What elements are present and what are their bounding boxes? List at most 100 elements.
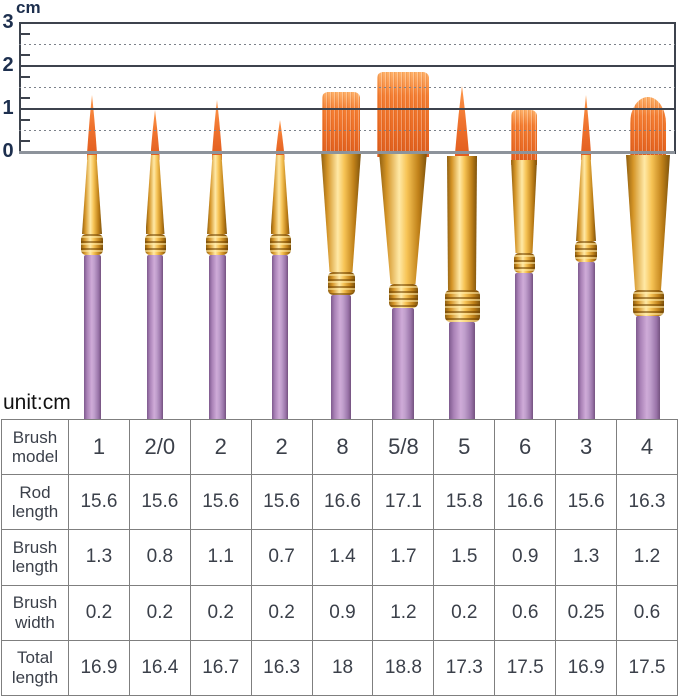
ferrule-crimp bbox=[575, 241, 597, 262]
handle bbox=[147, 255, 163, 420]
cell-brush-width-8: 0.6 bbox=[494, 584, 557, 641]
ruler-dashed-line-1.5cm bbox=[19, 87, 675, 88]
cell-total-length-9: 16.9 bbox=[555, 639, 618, 697]
ruler-unit-label: cm bbox=[16, 0, 41, 17]
ruler-quarter-tick bbox=[21, 54, 30, 56]
cell-brush-length-2: 0.8 bbox=[128, 529, 191, 586]
cell-model-1: 1 bbox=[68, 418, 130, 476]
ruler-line-1cm bbox=[19, 108, 675, 110]
cell-brush-length-10: 1.2 bbox=[616, 529, 678, 586]
bristle-tip bbox=[87, 95, 97, 160]
bristle-tip bbox=[581, 95, 591, 160]
ruler-quarter-tick bbox=[21, 140, 30, 142]
cell-brush-length-9: 1.3 bbox=[555, 529, 618, 586]
cell-brush-length-8: 0.9 bbox=[494, 529, 557, 586]
ferrule-crimp bbox=[327, 272, 355, 295]
cell-rod-length-4: 15.6 bbox=[250, 474, 313, 531]
bristle-tip bbox=[377, 72, 429, 157]
ferrule bbox=[626, 155, 670, 290]
cell-brush-width-1: 0.2 bbox=[68, 584, 130, 641]
brush-2-model-2-0 bbox=[144, 110, 166, 420]
spec-table: Brush model 1 2/0 2 2 8 5/8 5 6 3 4 Rod length 15.6 1… bbox=[1, 418, 678, 697]
handle bbox=[331, 295, 351, 420]
handle bbox=[272, 255, 288, 420]
cell-brush-length-7: 1.5 bbox=[433, 529, 496, 586]
brush-9-model-3 bbox=[575, 95, 597, 420]
cell-rod-length-5: 16.6 bbox=[311, 474, 374, 531]
ferrule bbox=[379, 152, 427, 284]
ruler-tick-label-0: 0 bbox=[2, 140, 14, 162]
cell-brush-width-4: 0.2 bbox=[250, 584, 313, 641]
ruler-baseline-0cm bbox=[19, 151, 675, 154]
cell-brush-width-2: 0.2 bbox=[128, 584, 191, 641]
cell-total-length-1: 16.9 bbox=[68, 639, 130, 697]
handle bbox=[392, 308, 414, 420]
cell-rod-length-1: 15.6 bbox=[68, 474, 130, 531]
cell-brush-length-1: 1.3 bbox=[68, 529, 130, 586]
brush-8-model-6 bbox=[511, 110, 537, 420]
ferrule-crimp bbox=[444, 290, 480, 322]
row-header-rod-length: Rod length bbox=[1, 474, 69, 531]
row-header-total-length: Total length bbox=[1, 639, 69, 697]
cell-brush-width-9: 0.25 bbox=[555, 584, 618, 641]
ferrule-crimp bbox=[632, 290, 664, 316]
cell-model-2: 2/0 bbox=[128, 418, 191, 476]
brush-6-model-5-8 bbox=[377, 72, 429, 420]
cell-model-8: 6 bbox=[494, 418, 557, 476]
table-row-brush-length: Brush length 1.3 0.8 1.1 0.7 1.4 1.7 1.5 0.9 1.3 1… bbox=[1, 529, 678, 586]
ferrule bbox=[145, 155, 165, 234]
ruler-right-edge bbox=[674, 22, 676, 154]
ferrule bbox=[82, 155, 102, 234]
ferrule-crimp bbox=[81, 234, 103, 255]
table-row-rod-length: Rod length 15.6 15.6 15.6 15.6 16.6 17.1 15.8 16… bbox=[1, 474, 678, 531]
ruler-quarter-tick bbox=[21, 76, 30, 78]
ruler-tick-label-3: 3 bbox=[2, 11, 14, 33]
cell-rod-length-8: 16.6 bbox=[494, 474, 557, 531]
cell-model-3: 2 bbox=[189, 418, 252, 476]
brush-1-model-1 bbox=[81, 95, 103, 420]
cell-brush-length-4: 0.7 bbox=[250, 529, 313, 586]
brush-7-model-5 bbox=[444, 86, 480, 420]
ruler-quarter-tick bbox=[21, 97, 30, 99]
handle bbox=[577, 262, 595, 420]
cell-total-length-2: 16.4 bbox=[128, 639, 191, 697]
bristle-tip bbox=[511, 110, 537, 165]
bristle-tip bbox=[275, 120, 285, 160]
ruler-quarter-tick bbox=[21, 33, 30, 35]
ferrule bbox=[207, 155, 227, 234]
cell-total-length-6: 18.8 bbox=[372, 639, 435, 697]
brush-5-model-8 bbox=[321, 92, 361, 420]
table-row-total-length: Total length 16.9 16.4 16.7 16.3 18 18.8 17.3 17… bbox=[1, 639, 678, 697]
brush-4-model-2 bbox=[269, 120, 291, 420]
cell-model-9: 3 bbox=[555, 418, 618, 476]
cell-total-length-7: 17.3 bbox=[433, 639, 496, 697]
brush-3-model-2 bbox=[206, 100, 228, 420]
cell-total-length-5: 18 bbox=[311, 639, 374, 697]
brush-10-model-4 bbox=[626, 97, 670, 420]
bristle-tip bbox=[630, 97, 666, 160]
cell-model-5: 8 bbox=[311, 418, 374, 476]
bristle-tip bbox=[150, 110, 160, 160]
row-header-brush-width: Brush width bbox=[1, 584, 69, 641]
cell-rod-length-2: 15.6 bbox=[128, 474, 191, 531]
ruler-axis-line bbox=[19, 22, 21, 154]
unit-note: unit:cm bbox=[3, 391, 71, 414]
ferrule bbox=[511, 160, 537, 253]
cell-rod-length-10: 16.3 bbox=[616, 474, 678, 531]
cell-total-length-4: 16.3 bbox=[250, 639, 313, 697]
cell-brush-length-3: 1.1 bbox=[189, 529, 252, 586]
handle bbox=[83, 255, 101, 420]
cell-model-6: 5/8 bbox=[372, 418, 435, 476]
cell-total-length-8: 17.5 bbox=[494, 639, 557, 697]
row-header-brush-length: Brush length bbox=[1, 529, 69, 586]
ferrule-crimp bbox=[388, 284, 418, 308]
ruler-quarter-tick bbox=[21, 119, 30, 121]
ferrule bbox=[576, 155, 596, 241]
ruler-line-3cm bbox=[19, 22, 675, 24]
ruler-tick-label-2: 2 bbox=[2, 54, 14, 76]
cell-brush-width-10: 0.6 bbox=[616, 584, 678, 641]
bristle-tip bbox=[455, 86, 469, 161]
cell-model-7: 5 bbox=[433, 418, 496, 476]
cell-brush-length-5: 1.4 bbox=[311, 529, 374, 586]
row-header-model: Brush model bbox=[1, 418, 69, 476]
